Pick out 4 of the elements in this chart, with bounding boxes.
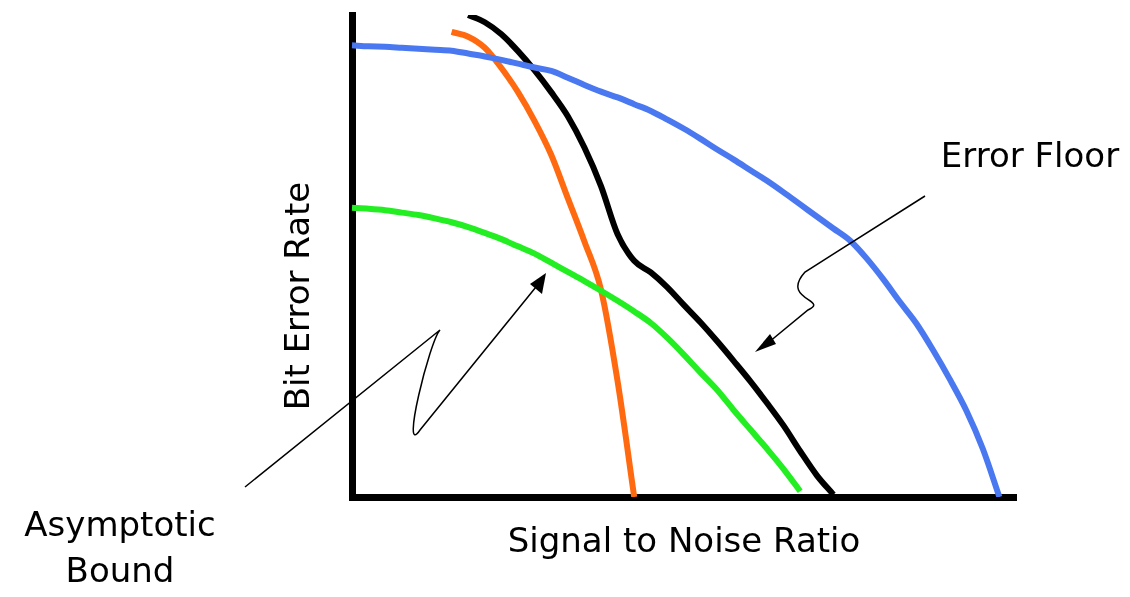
y-axis-title: Bit Error Rate xyxy=(276,181,317,411)
text: Asymptotic Bound xyxy=(24,503,216,590)
x-axis-title: Signal to Noise Ratio xyxy=(507,519,861,560)
annotation: Error Floor xyxy=(940,134,1120,175)
